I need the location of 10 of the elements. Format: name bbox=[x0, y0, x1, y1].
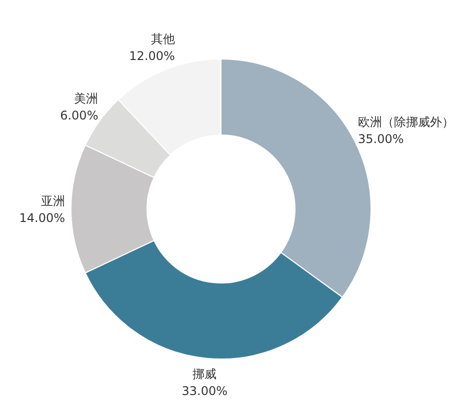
data-label: 35.00% bbox=[358, 132, 404, 146]
slice-label: 挪威 bbox=[192, 367, 217, 382]
data-label: 6.00% bbox=[60, 108, 98, 123]
data-label: 12.00% bbox=[129, 49, 175, 64]
data-label: 14.00% bbox=[19, 211, 65, 225]
slice-label: 欧洲（除挪威外） bbox=[358, 115, 454, 130]
slice-label: 其他 bbox=[150, 32, 175, 46]
slice-label: 亚洲 bbox=[41, 194, 65, 208]
slice-label: 美洲 bbox=[74, 92, 98, 106]
data-label: 33.00% bbox=[182, 384, 228, 398]
